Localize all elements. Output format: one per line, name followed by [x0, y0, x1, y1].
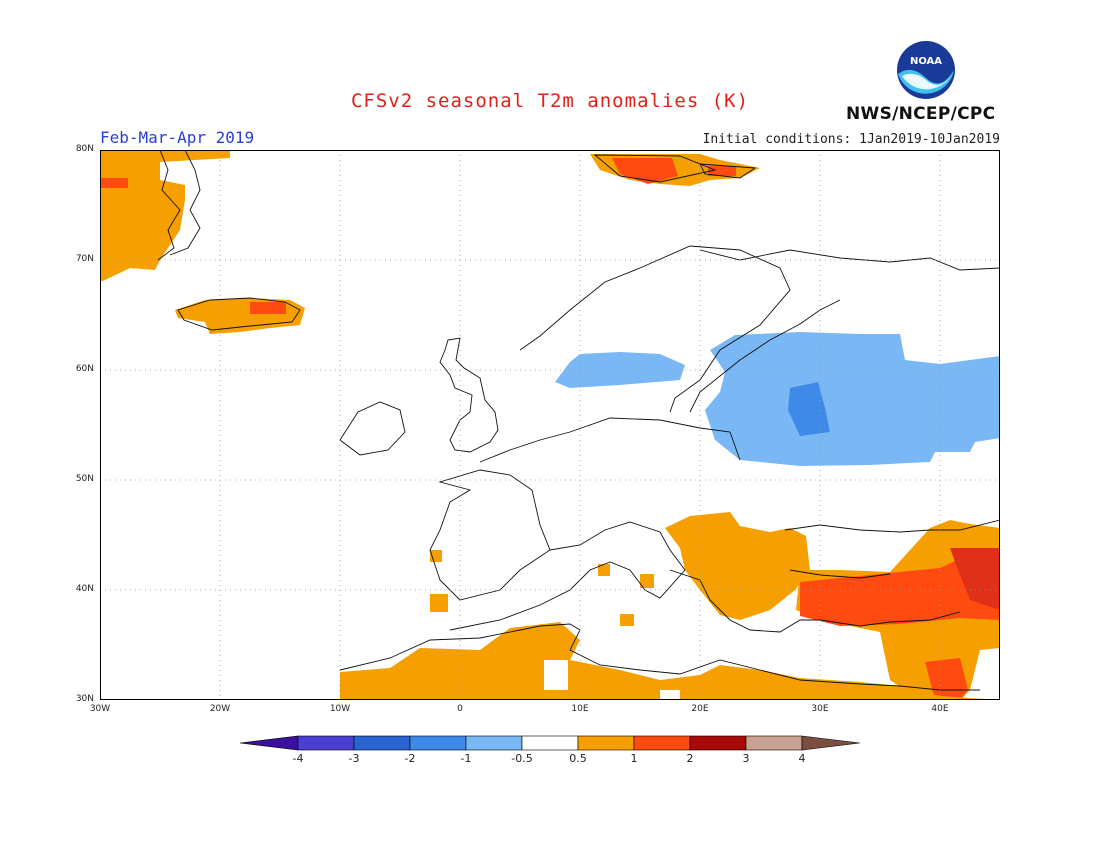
initial-conditions-label: Initial conditions: 1Jan2019-10Jan2019: [702, 132, 1000, 147]
legend-swatch: [689, 735, 747, 751]
legend-arrow-high: [801, 735, 860, 751]
lat-label-60n: 60N: [75, 364, 94, 374]
lon-label-20w: 20W: [209, 704, 231, 714]
legend-tick-label: -1: [460, 752, 472, 765]
lon-label-20e: 20E: [691, 704, 709, 714]
agency-label: NWS/NCEP/CPC: [846, 104, 996, 124]
legend-tick-label: 2: [686, 752, 694, 765]
coastlines: [157, 150, 1000, 691]
legend-tick-label: -2: [404, 752, 416, 765]
period-label: Feb-Mar-Apr 2019: [100, 128, 255, 147]
logo-text: NOAA: [910, 56, 942, 67]
legend-swatch: [465, 735, 523, 751]
legend-swatch: [409, 735, 467, 751]
legend-swatch: [633, 735, 691, 751]
legend-tick-label: 0.5: [569, 752, 587, 765]
legend-tick-label: -0.5: [511, 752, 533, 765]
anomaly-shading: [100, 150, 1000, 700]
lon-label-10e: 10E: [571, 704, 589, 714]
legend-swatch: [297, 735, 355, 751]
lat-label-40n: 40N: [75, 584, 94, 594]
legend-swatch: [353, 735, 411, 751]
anomaly-map: [100, 150, 1000, 700]
color-legend: [240, 735, 860, 751]
lat-label-70n: 70N: [75, 254, 94, 264]
gridlines: [100, 150, 1000, 700]
noaa-logo: NOAA: [897, 41, 955, 99]
legend-tick-label: 3: [742, 752, 750, 765]
lon-label-40e: 40E: [931, 704, 949, 714]
legend-swatch: [745, 735, 803, 751]
legend-arrow-low: [240, 735, 299, 751]
legend-swatch: [577, 735, 635, 751]
lat-label-50n: 50N: [75, 474, 94, 484]
lat-label-30n: 30N: [75, 694, 94, 704]
legend-tick-label: 1: [630, 752, 638, 765]
legend-tick-label: -3: [348, 752, 360, 765]
legend-swatch: [521, 735, 579, 751]
lat-label-80n: 80N: [75, 144, 94, 154]
lon-label-0: 0: [457, 704, 463, 714]
chart-title: CFSv2 seasonal T2m anomalies (K): [350, 90, 750, 112]
legend-tick-label: -4: [292, 752, 304, 765]
lon-label-30e: 30E: [811, 704, 829, 714]
lon-label-30w: 30W: [89, 704, 111, 714]
lon-label-10w: 10W: [329, 704, 351, 714]
legend-tick-label: 4: [798, 752, 806, 765]
